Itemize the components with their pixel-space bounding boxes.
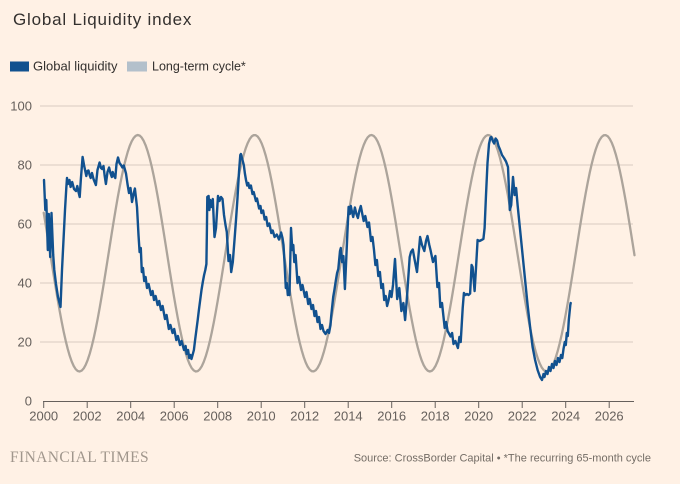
svg-text:2016: 2016	[377, 409, 406, 424]
svg-text:2010: 2010	[247, 409, 276, 424]
svg-text:2018: 2018	[421, 409, 450, 424]
svg-text:2024: 2024	[551, 409, 580, 424]
svg-text:60: 60	[18, 217, 32, 232]
svg-text:2008: 2008	[203, 409, 232, 424]
svg-text:20: 20	[18, 335, 32, 350]
svg-text:2020: 2020	[464, 409, 493, 424]
svg-text:FINANCIAL TIMES: FINANCIAL TIMES	[10, 449, 149, 466]
svg-text:Global liquidity: Global liquidity	[33, 59, 118, 74]
svg-text:Global Liquidity index: Global Liquidity index	[13, 10, 192, 29]
svg-text:Source: CrossBorder Capital •: Source: CrossBorder Capital • *The recur…	[354, 453, 651, 465]
svg-text:Long-term cycle*: Long-term cycle*	[152, 60, 246, 74]
svg-text:2002: 2002	[73, 409, 102, 424]
svg-text:0: 0	[25, 394, 32, 409]
svg-text:2006: 2006	[160, 409, 189, 424]
svg-text:2014: 2014	[334, 409, 363, 424]
svg-text:2004: 2004	[116, 409, 145, 424]
svg-text:40: 40	[18, 276, 32, 291]
svg-text:2022: 2022	[508, 409, 537, 424]
svg-text:2026: 2026	[595, 409, 624, 424]
svg-text:100: 100	[10, 99, 32, 114]
svg-text:80: 80	[18, 158, 32, 173]
svg-text:2012: 2012	[290, 409, 319, 424]
svg-text:2000: 2000	[29, 409, 58, 424]
